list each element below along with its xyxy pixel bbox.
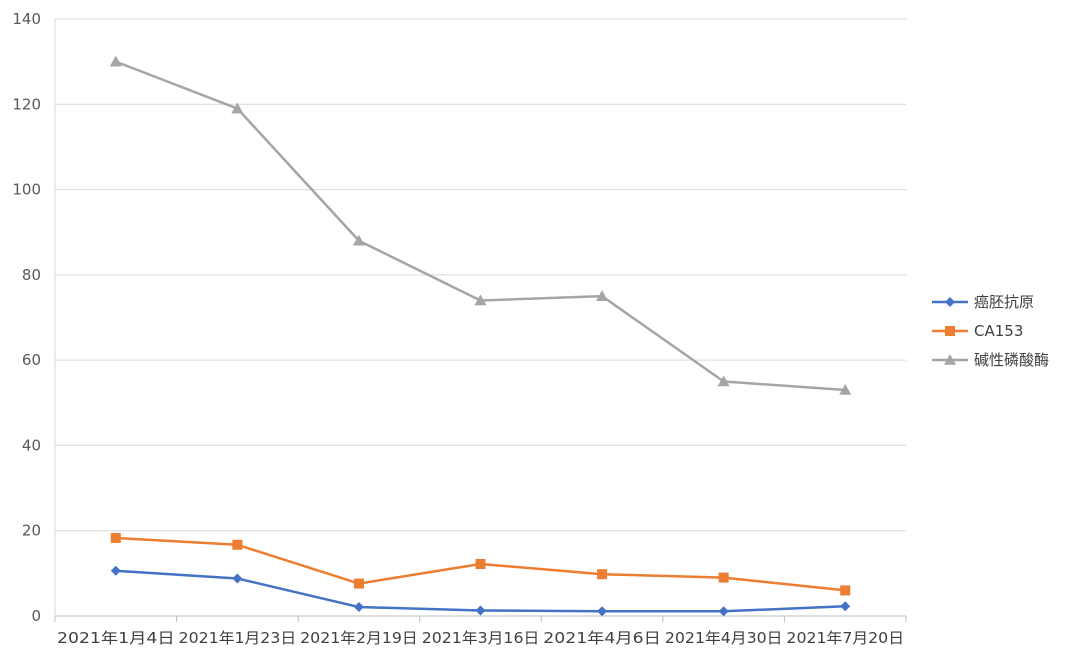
x-tick-label: 2021年1月23日 bbox=[179, 629, 297, 647]
x-tick-label: 2021年3月16日 bbox=[422, 629, 540, 647]
data-point bbox=[232, 539, 243, 550]
series-line bbox=[115, 60, 846, 392]
legend-label: 癌胚抗原 bbox=[974, 293, 1034, 311]
data-point bbox=[718, 572, 729, 583]
legend-item: CA153 bbox=[932, 322, 1023, 340]
data-point bbox=[353, 602, 364, 613]
data-point bbox=[231, 102, 244, 114]
data-point bbox=[839, 383, 852, 395]
y-tick-label: 80 bbox=[22, 266, 41, 284]
data-point bbox=[475, 605, 486, 616]
data-point bbox=[352, 234, 365, 246]
data-point bbox=[840, 601, 851, 612]
series-2 bbox=[109, 55, 852, 395]
data-point bbox=[353, 578, 364, 589]
data-point bbox=[110, 532, 121, 543]
data-point bbox=[596, 290, 609, 301]
legend-marker bbox=[944, 354, 956, 365]
series-lines bbox=[109, 55, 852, 617]
y-tick-label: 20 bbox=[22, 522, 41, 540]
data-point bbox=[597, 569, 608, 580]
legend: 癌胚抗原 CA153 碱性磷酸酶 bbox=[932, 293, 1049, 369]
data-point bbox=[232, 573, 243, 584]
x-tick-label: 2021年4月30日 bbox=[665, 629, 783, 647]
y-tick-label: 0 bbox=[31, 607, 41, 625]
series-0 bbox=[110, 565, 851, 617]
y-tick-label: 120 bbox=[12, 95, 41, 113]
x-tick-label: 2021年1月4日 bbox=[57, 629, 175, 647]
y-tick-label: 60 bbox=[22, 351, 41, 369]
data-point bbox=[474, 294, 487, 306]
legend-label: 碱性磷酸酶 bbox=[974, 351, 1049, 369]
legend-label: CA153 bbox=[974, 322, 1023, 340]
gridlines bbox=[55, 18, 906, 532]
data-point bbox=[475, 558, 486, 569]
series-line bbox=[115, 569, 846, 613]
y-tick-label: 140 bbox=[12, 10, 41, 28]
x-tick-label: 2021年7月20日 bbox=[786, 629, 904, 647]
data-point bbox=[109, 55, 122, 67]
data-point bbox=[597, 606, 608, 617]
legend-item: 碱性磷酸酶 bbox=[932, 351, 1049, 369]
y-tick-label: 40 bbox=[22, 436, 41, 454]
x-tick-label: 2021年2月19日 bbox=[300, 629, 418, 647]
y-tick-label: 100 bbox=[12, 181, 41, 199]
data-point bbox=[110, 565, 121, 576]
data-point bbox=[840, 585, 851, 596]
data-point bbox=[718, 606, 729, 617]
series-1 bbox=[110, 532, 851, 596]
data-point bbox=[717, 375, 730, 387]
legend-marker bbox=[945, 297, 955, 307]
legend-marker bbox=[945, 326, 955, 336]
legend-item: 癌胚抗原 bbox=[932, 293, 1034, 311]
x-tick-label: 2021年4月6日 bbox=[543, 629, 661, 647]
